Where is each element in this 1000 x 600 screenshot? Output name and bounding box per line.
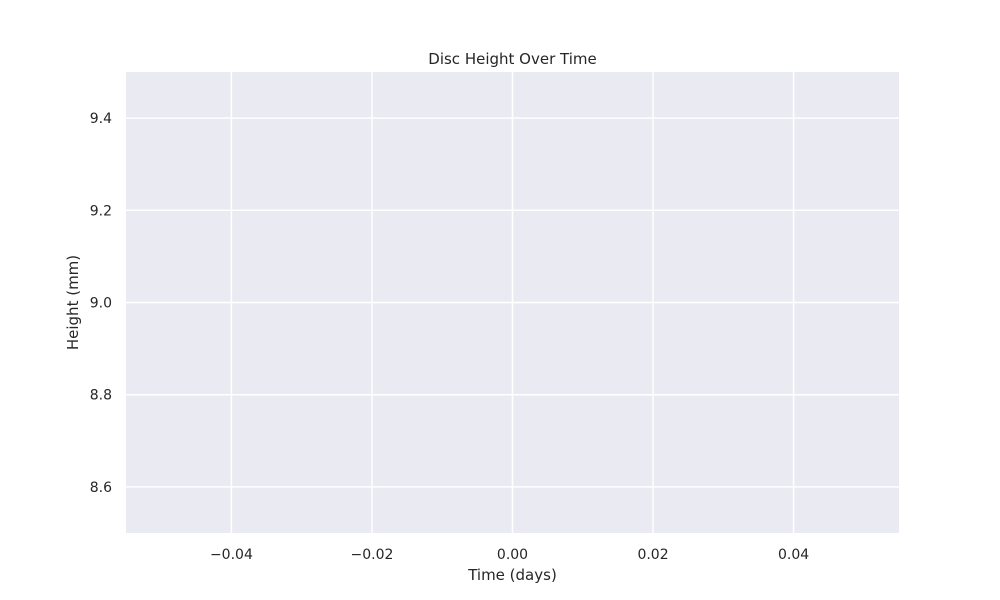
y-tick-label: 9.4 (90, 111, 112, 127)
x-tick-label: −0.04 (210, 547, 253, 563)
x-tick-labels: −0.04 −0.02 0.00 0.02 0.04 (210, 547, 809, 563)
x-tick-label: −0.02 (351, 547, 394, 563)
y-tick-label: 9.0 (90, 296, 112, 312)
x-axis-label: Time (days) (467, 566, 557, 584)
y-gridlines (126, 117, 899, 488)
y-axis-label: Height (mm) (64, 255, 82, 350)
chart-title: Disc Height Over Time (428, 50, 596, 68)
x-tick-label: 0.02 (637, 547, 668, 563)
y-tick-labels: 8.6 8.8 9.0 9.2 9.4 (90, 111, 112, 496)
x-tick-label: 0.00 (497, 547, 528, 563)
x-tick-label: 0.04 (778, 547, 809, 563)
y-tick-label: 8.6 (90, 480, 112, 496)
y-tick-label: 8.8 (90, 388, 112, 404)
y-tick-label: 9.2 (90, 203, 112, 219)
